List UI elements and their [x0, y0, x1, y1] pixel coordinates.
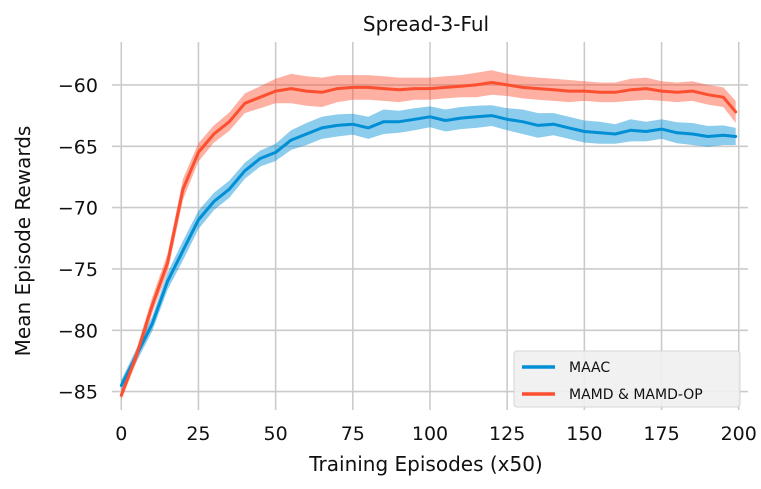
y-axis-label: Mean Episode Rewards	[11, 126, 35, 357]
x-tick-label: 175	[643, 423, 679, 445]
legend-label-maac: MAAC	[569, 360, 610, 376]
x-tick-label: 150	[566, 423, 602, 445]
x-tick-label: 25	[186, 423, 210, 445]
y-tick-label: −85	[58, 382, 98, 404]
x-tick-label: 0	[115, 423, 127, 445]
y-tick-label: −65	[58, 136, 98, 158]
x-tick-label: 50	[264, 423, 288, 445]
chart-title: Spread-3-Ful	[363, 12, 489, 36]
confidence-bands	[121, 70, 736, 401]
x-tick-labels: 0 25 50 75 100 125 150 175 200	[115, 423, 757, 445]
series-line-0	[119, 114, 738, 387]
y-tick-label: −60	[58, 75, 98, 97]
x-tick-label: 100	[412, 423, 448, 445]
series-lines	[119, 81, 738, 397]
legend-label-mamd-mamd-op: MAMD & MAMD-OP	[569, 387, 703, 403]
x-tick-label: 75	[341, 423, 365, 445]
x-axis-label: Training Episodes (x50)	[308, 452, 543, 476]
legend-box	[513, 350, 741, 408]
y-tick-label: −70	[58, 198, 98, 220]
x-tick-label: 125	[489, 423, 525, 445]
legend: MAAC MAMD & MAMD-OP	[513, 350, 741, 408]
y-tick-label: −80	[58, 320, 98, 342]
confidence-band-0	[121, 105, 736, 391]
x-tick-label: 200	[721, 423, 757, 445]
y-tick-labels: −85 −80 −75 −70 −65 −60	[58, 75, 98, 404]
series-line-1	[119, 81, 738, 397]
y-tick-label: −75	[58, 259, 98, 281]
